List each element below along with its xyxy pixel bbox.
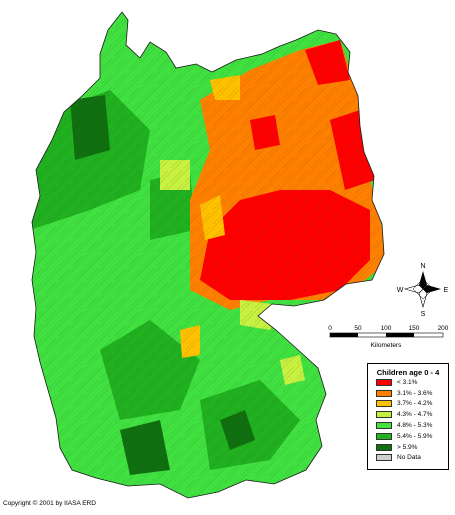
legend-item: 3.1% - 3.6% [376, 388, 448, 399]
legend-swatch [376, 422, 392, 430]
legend-item: No Data [376, 453, 448, 464]
legend-swatch [376, 389, 392, 397]
compass-w: W [397, 287, 404, 294]
scale-unit: Kilometers [371, 342, 402, 349]
legend-label: 3.7% - 4.2% [397, 400, 433, 408]
legend-swatch [376, 378, 392, 386]
map-legend: Children age 0 - 4 < 3.1% 3.1% - 3.6% 3.7%… [367, 363, 449, 470]
legend-item: 4.3% - 4.7% [376, 409, 448, 420]
compass-e: E [444, 287, 449, 294]
scale-tick: 0 [328, 325, 332, 332]
compass-s: S [421, 311, 426, 318]
legend-swatch [376, 432, 392, 440]
legend-item: > 5.9% [376, 442, 448, 453]
legend-item: < 3.1% [376, 377, 448, 388]
compass-n: N [420, 263, 425, 270]
legend-swatch [376, 400, 392, 408]
scale-bar: 0 50 100 150 200 Kilometers [328, 325, 449, 349]
scale-tick: 150 [409, 325, 420, 332]
scale-tick: 50 [354, 325, 362, 332]
legend-swatch [376, 454, 392, 462]
scale-tick: 100 [381, 325, 392, 332]
legend-item: 5.4% - 5.9% [376, 431, 448, 442]
legend-swatch [376, 411, 392, 419]
legend-label: < 3.1% [397, 378, 418, 386]
legend-label: No Data [397, 454, 421, 462]
legend-title: Children age 0 - 4 [376, 368, 440, 377]
legend-swatch [376, 443, 392, 451]
legend-label: > 5.9% [397, 443, 418, 451]
scale-tick: 200 [438, 325, 449, 332]
legend-label: 4.8% - 5.3% [397, 422, 433, 430]
compass-rose-icon: N S E W [397, 263, 449, 318]
copyright-text: Copyright © 2001 by IIASA ERD [3, 500, 96, 507]
legend-label: 5.4% - 5.9% [397, 432, 433, 440]
legend-label: 4.3% - 4.7% [397, 411, 433, 419]
legend-label: 3.1% - 3.6% [397, 389, 433, 397]
legend-item: 4.8% - 5.3% [376, 420, 448, 431]
legend-item: 3.7% - 4.2% [376, 399, 448, 410]
